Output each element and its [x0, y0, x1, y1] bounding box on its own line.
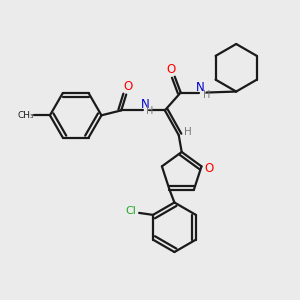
- Text: O: O: [124, 80, 133, 93]
- Text: O: O: [166, 63, 176, 76]
- Text: H: H: [146, 106, 154, 116]
- Text: N: N: [141, 98, 149, 111]
- Text: H: H: [184, 127, 191, 137]
- Text: N: N: [196, 81, 205, 94]
- Text: H: H: [203, 89, 210, 100]
- Text: CH₃: CH₃: [18, 111, 34, 120]
- Text: Cl: Cl: [126, 206, 136, 216]
- Text: O: O: [205, 162, 214, 175]
